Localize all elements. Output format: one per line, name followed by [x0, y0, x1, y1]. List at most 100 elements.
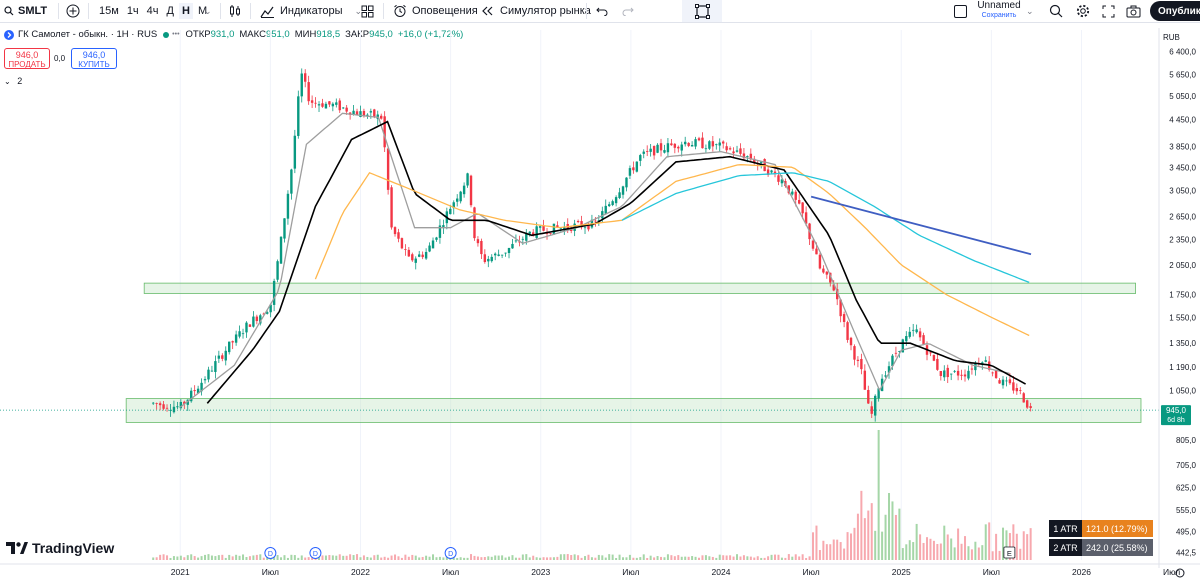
sell-button[interactable]: 946,0 ПРОДАТЬ — [4, 48, 50, 69]
dividend-marker-icon — [264, 547, 277, 559]
layout-menu-chevron-icon[interactable]: ⌄ — [1026, 5, 1034, 16]
candle-body — [967, 370, 970, 379]
candle-body — [462, 185, 466, 195]
volume-bar — [297, 557, 300, 560]
atr-label: 1 ATR — [1049, 520, 1082, 537]
candle-body — [473, 207, 476, 239]
volume-bar — [228, 554, 231, 560]
candle-body — [259, 315, 262, 324]
volume-bar — [390, 555, 393, 560]
chart-type-button[interactable] — [228, 0, 242, 22]
candle-body — [873, 395, 877, 416]
candle-body — [898, 351, 901, 352]
interval-5[interactable]: М — [197, 5, 208, 17]
candle-body — [186, 399, 189, 405]
candle-body — [715, 144, 718, 146]
volume-bar — [1005, 530, 1008, 560]
dividend-marker-icon — [444, 547, 457, 559]
volume-bar — [570, 555, 573, 560]
volume-bar — [649, 555, 652, 560]
add-compare-icon — [66, 4, 80, 18]
candle-body — [849, 337, 853, 346]
interval-dropdown-chevron-icon[interactable]: ⌄ — [204, 5, 212, 16]
fullscreen-button[interactable] — [1102, 0, 1115, 22]
volume-bar — [514, 557, 517, 560]
candle-body — [390, 187, 393, 228]
market-status-dot-icon — [163, 31, 170, 38]
volume-bar — [356, 554, 359, 560]
candle-body — [618, 192, 621, 199]
buy-button[interactable]: 946,0 КУПИТЬ — [71, 48, 117, 69]
volume-bar — [898, 508, 901, 560]
candle-body — [797, 200, 801, 204]
undo-button[interactable] — [596, 0, 608, 22]
volume-bar — [573, 554, 576, 560]
settings-button[interactable] — [1076, 0, 1090, 22]
volume-bar — [739, 556, 742, 560]
symbol-search[interactable]: SMLT — [4, 0, 47, 22]
compare-button[interactable] — [66, 0, 80, 22]
candle-body — [424, 251, 428, 259]
candle-body — [359, 111, 362, 118]
quick-search-button[interactable] — [1049, 0, 1063, 22]
layouts-button[interactable] — [361, 0, 374, 22]
volume-bar — [946, 534, 949, 560]
layout-name-button[interactable]: Unnamed Сохранить — [976, 1, 1022, 21]
volume-bar — [518, 557, 521, 560]
volume-bar — [563, 554, 566, 560]
candle-body — [324, 103, 328, 109]
candle-body — [749, 153, 753, 160]
atr-value: 242.0 (25.58%) — [1082, 539, 1153, 556]
candle-body — [697, 138, 701, 141]
volume-bar — [210, 555, 213, 560]
volume-bar — [791, 556, 794, 560]
candle-body — [594, 220, 597, 222]
alerts-button[interactable]: Оповещения — [393, 0, 478, 22]
layout-checkbox[interactable] — [954, 0, 967, 22]
chart-legend: ГК Самолет - обыкн. · 1Н · RUS ••• ОТКР 9… — [4, 29, 463, 40]
replay-button[interactable]: Симулятор рынка — [481, 0, 591, 22]
volume-bar — [984, 524, 987, 560]
candle-body — [604, 205, 607, 214]
volume-bar — [352, 555, 355, 560]
candle-body — [1005, 380, 1008, 382]
candle-body — [500, 254, 504, 256]
selection-tool-button[interactable] — [682, 0, 722, 22]
publish-button[interactable]: Опубликовать — [1150, 1, 1200, 21]
buy-price: 946,0 — [82, 50, 106, 60]
camera-icon — [1126, 5, 1141, 17]
time-tick-label: 2023 — [531, 567, 550, 577]
interval-4[interactable]: Н — [178, 3, 193, 19]
volume-bar — [566, 554, 569, 560]
interval-3[interactable]: Д — [166, 5, 174, 17]
volume-bar — [822, 540, 825, 560]
interval-1[interactable]: 1ч — [126, 5, 139, 17]
time-tick-label: 2022 — [351, 567, 370, 577]
volume-bar — [919, 534, 922, 560]
snapshot-button[interactable] — [1126, 0, 1141, 22]
volume-bar — [152, 557, 155, 560]
candle-body — [1019, 390, 1022, 391]
candle-body — [870, 406, 873, 414]
volume-bar — [746, 556, 749, 560]
volume-bar — [435, 557, 438, 560]
candle-body — [632, 167, 635, 171]
candle-body — [414, 258, 417, 263]
redo-button[interactable] — [622, 0, 634, 22]
volume-bar — [729, 555, 732, 560]
more-dots-icon[interactable]: ••• — [172, 31, 180, 38]
volume-bar — [414, 555, 417, 560]
indicators-toggle[interactable]: ⌄ 2 — [4, 76, 22, 86]
volume-bar — [794, 554, 797, 560]
interval-2[interactable]: 4ч — [146, 5, 159, 17]
candle-body — [442, 225, 445, 228]
candle-body — [670, 143, 673, 146]
symbol-title: ГК Самолет - обыкн. · 1Н · RUS — [18, 29, 158, 40]
volume-bar — [155, 557, 158, 560]
indicators-button[interactable]: Индикаторы ⌄ — [260, 0, 362, 22]
volume-bar — [321, 555, 324, 560]
interval-0[interactable]: 15м — [99, 5, 119, 17]
time-tick-label: 2021 — [171, 567, 190, 577]
currency-label: RUB — [1163, 33, 1180, 42]
